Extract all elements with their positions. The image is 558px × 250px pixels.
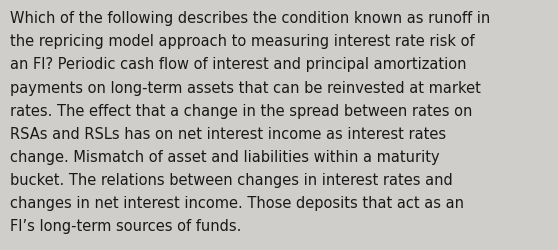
Text: FI’s long-term sources of funds.: FI’s long-term sources of funds. xyxy=(10,218,242,233)
Text: payments on long-term assets that can be reinvested at market: payments on long-term assets that can be… xyxy=(10,80,481,95)
Text: changes in net interest income. Those deposits that act as an: changes in net interest income. Those de… xyxy=(10,195,464,210)
Text: bucket. The relations between changes in interest rates and: bucket. The relations between changes in… xyxy=(10,172,453,187)
Text: the repricing model approach to measuring interest rate risk of: the repricing model approach to measurin… xyxy=(10,34,475,49)
Text: rates. The effect that a change in the spread between rates on: rates. The effect that a change in the s… xyxy=(10,103,473,118)
Text: change. Mismatch of asset and liabilities within a maturity: change. Mismatch of asset and liabilitie… xyxy=(10,149,440,164)
Text: Which of the following describes the condition known as runoff in: Which of the following describes the con… xyxy=(10,11,490,26)
Text: RSAs and RSLs has on net interest income as interest rates: RSAs and RSLs has on net interest income… xyxy=(10,126,446,141)
Text: an FI? Periodic cash flow of interest and principal amortization: an FI? Periodic cash flow of interest an… xyxy=(10,57,466,72)
